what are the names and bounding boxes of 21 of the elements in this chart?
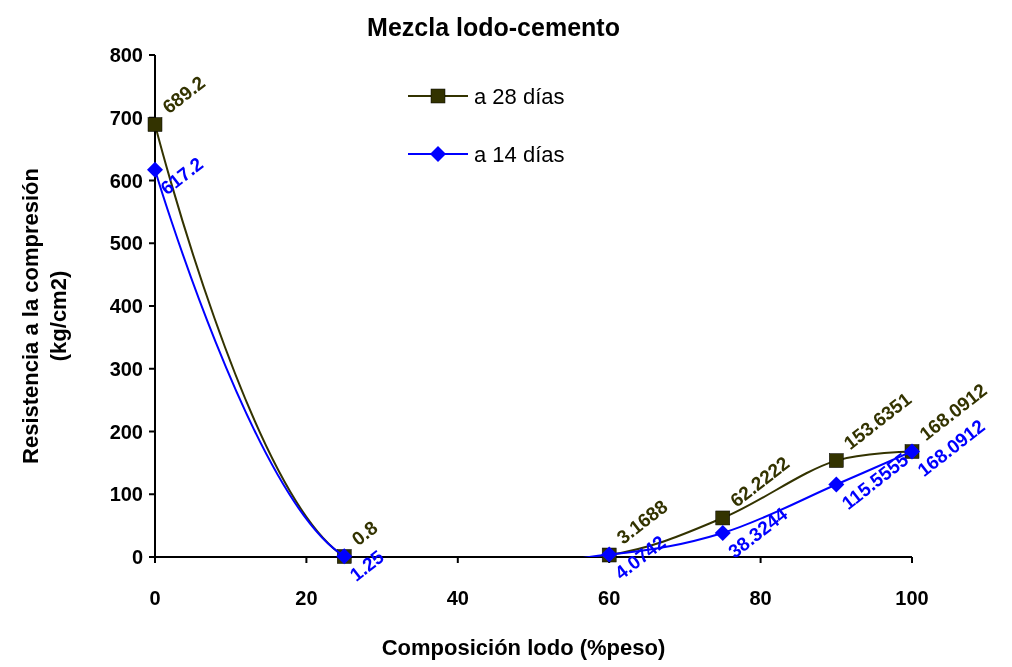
x-tick-label: 100 xyxy=(895,587,929,609)
y-tick-label: 400 xyxy=(109,295,143,317)
x-axis-title: Composición lodo (%peso) xyxy=(381,635,666,660)
x-tick-label: 0 xyxy=(149,587,161,609)
y-tick-label: 0 xyxy=(131,546,143,568)
y-tick-label: 100 xyxy=(109,483,143,506)
x-tick-label: 40 xyxy=(446,587,469,609)
y-tick-label: 200 xyxy=(109,420,143,443)
y-axis-title: Resistencia a la compresión (kg/cm2) xyxy=(18,168,71,464)
y-tick-label: 300 xyxy=(109,357,143,380)
legend-label: a 14 días xyxy=(474,142,565,167)
point xyxy=(147,117,163,132)
y-tick-label: 600 xyxy=(109,169,143,192)
y-tick-label: 700 xyxy=(109,106,143,129)
chart-title: Mezcla lodo-cemento xyxy=(367,13,620,41)
legend-label: a 28 días xyxy=(474,84,565,109)
x-tick-label: 60 xyxy=(598,587,621,609)
x-tick-label: 80 xyxy=(749,587,772,609)
y-tick-label: 800 xyxy=(109,44,143,66)
y-tick-label: 500 xyxy=(109,232,143,255)
x-tick-label: 20 xyxy=(295,587,318,609)
